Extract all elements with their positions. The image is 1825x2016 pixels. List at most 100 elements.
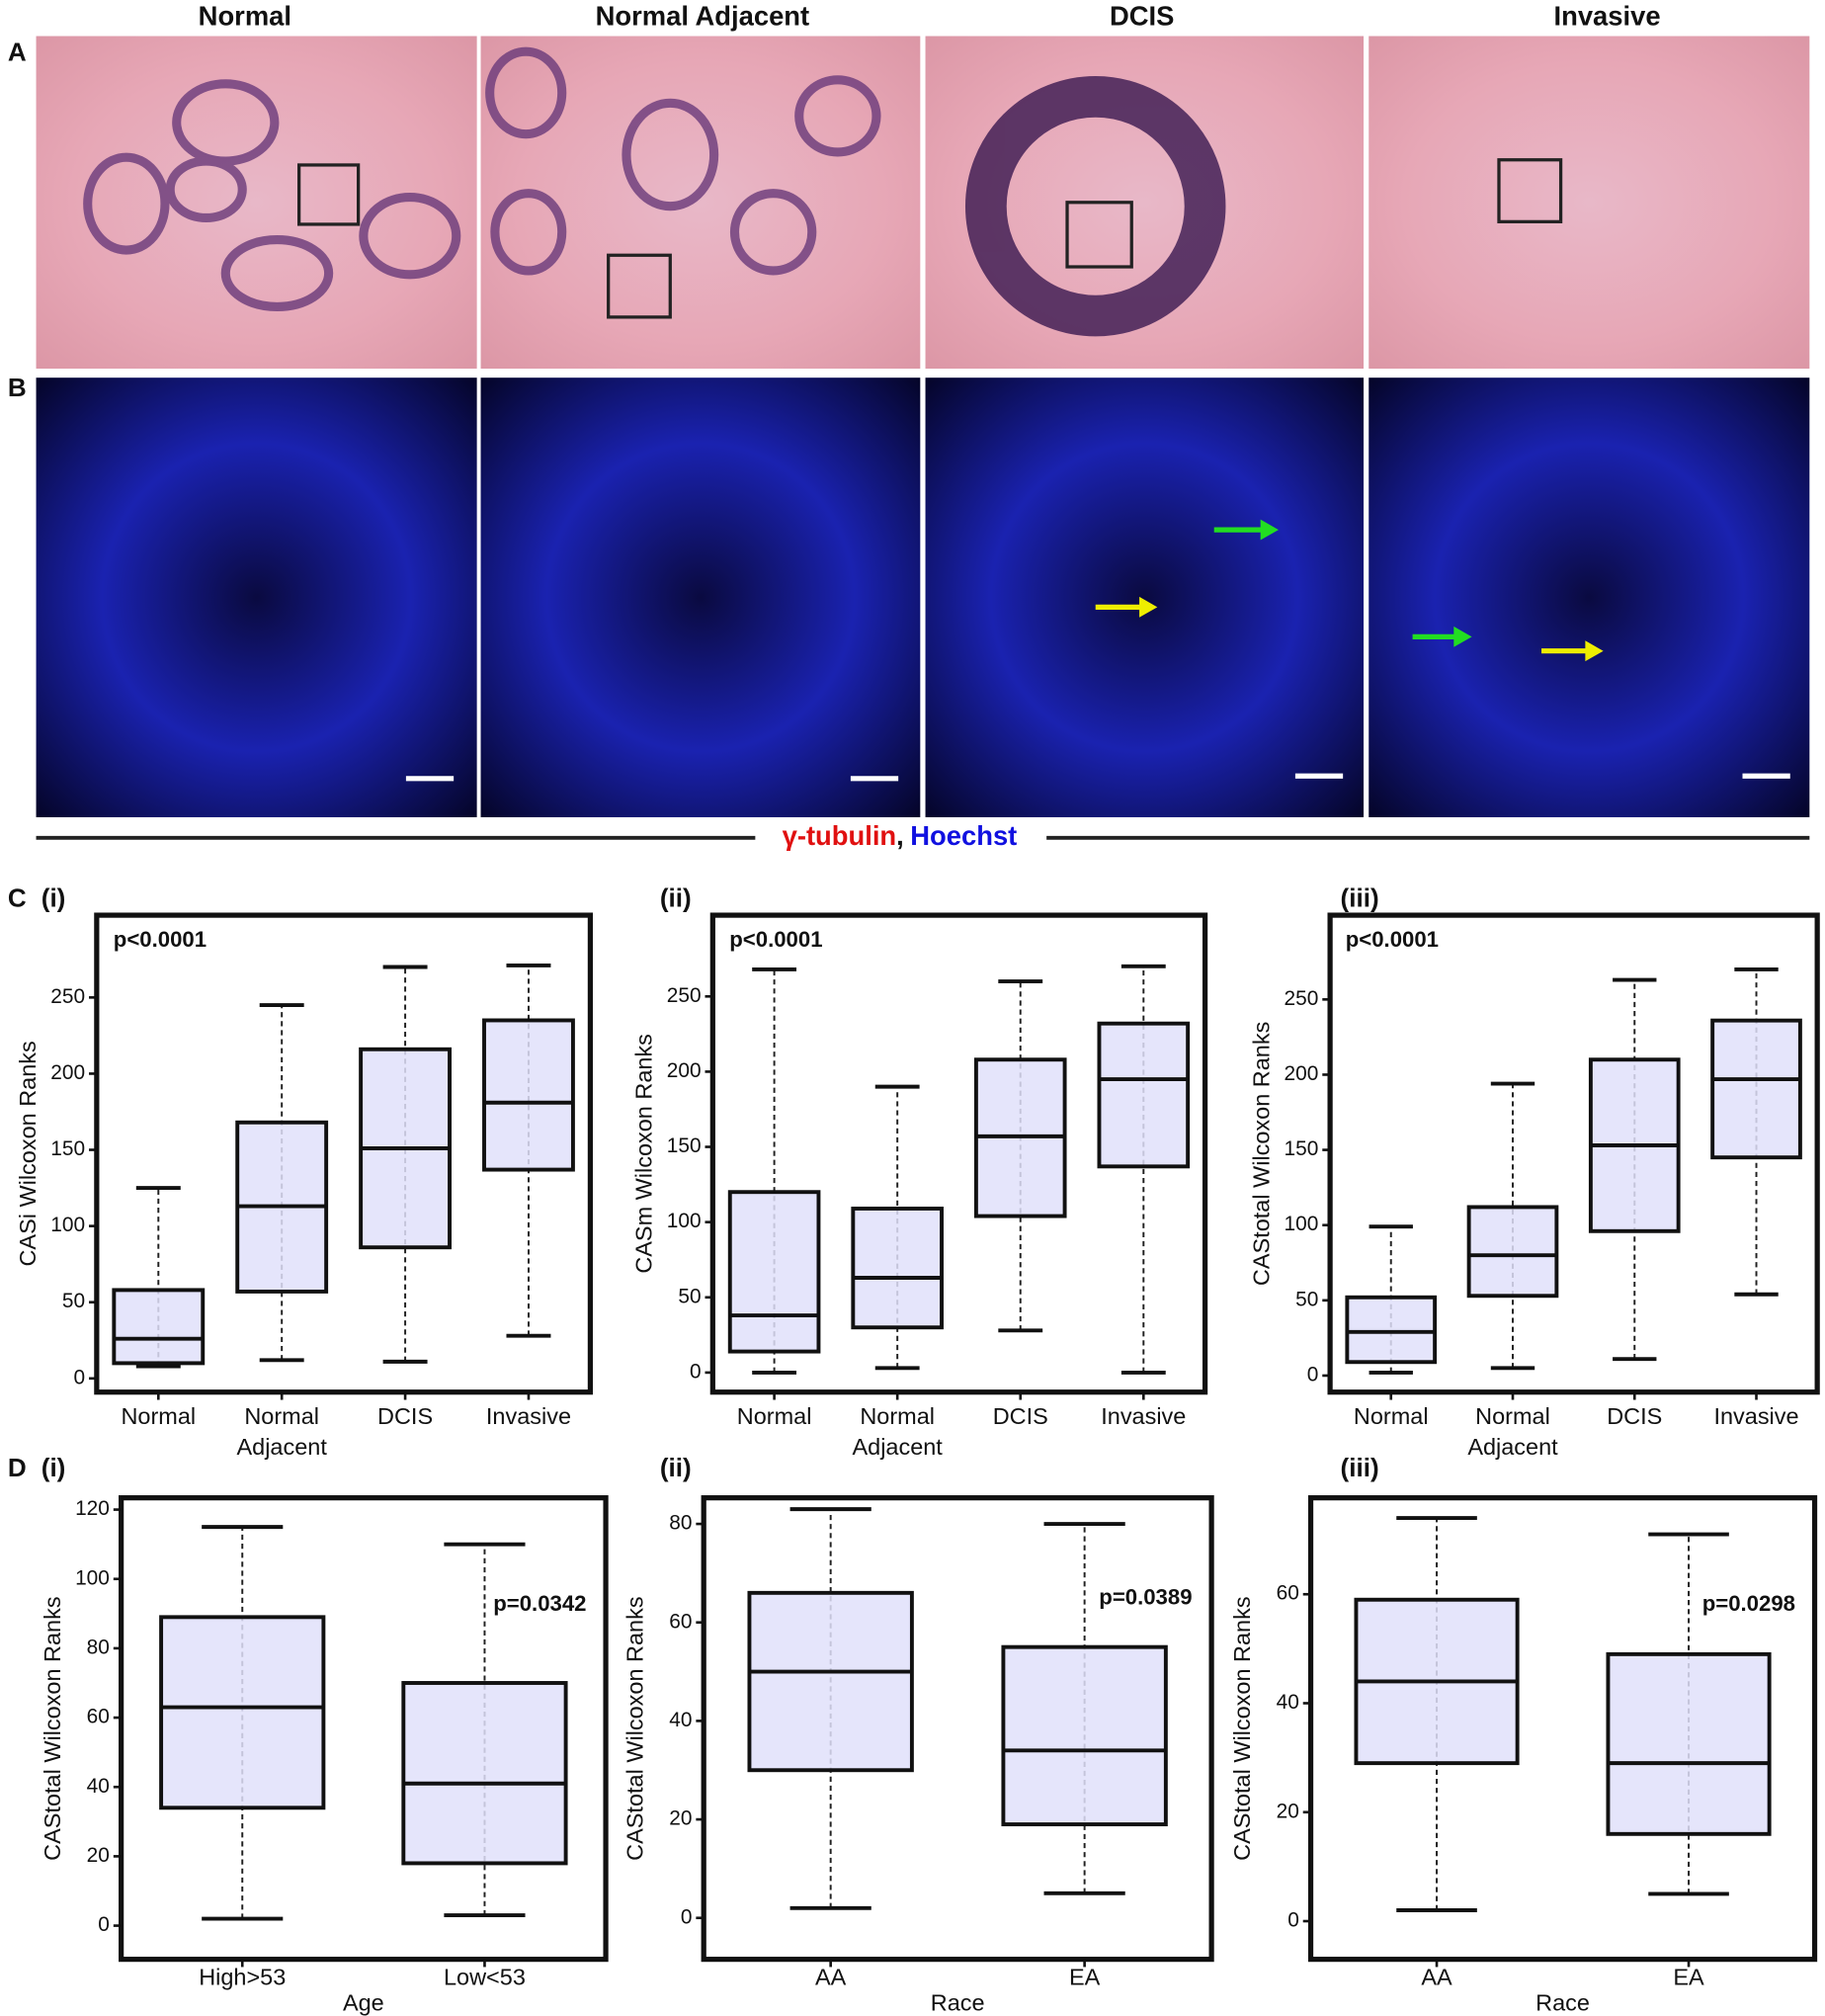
x-axis-label: Age: [343, 1989, 384, 2015]
stain-legend: γ-tubulin, Hoechst: [36, 820, 1810, 851]
y-tick-label: 20: [87, 1844, 110, 1867]
y-tick-label: 0: [1307, 1363, 1319, 1386]
chart-title: (i): [41, 1453, 66, 1482]
plot-frame: [1307, 1495, 1818, 1963]
annotation: p<0.0001: [114, 927, 207, 952]
panel-label: B: [8, 373, 27, 402]
box: [1466, 1205, 1559, 1299]
y-tick-label: 120: [75, 1497, 110, 1520]
y-tick-label: 80: [87, 1636, 110, 1658]
y-axis-label: CAStotal Wilcoxon Ranks: [1229, 1596, 1255, 1860]
x-tick-label: Invasive: [1101, 1403, 1186, 1429]
x-tick-label: EA: [1069, 1964, 1101, 1989]
box: [747, 1590, 914, 1773]
chart-title: (iii): [1341, 882, 1379, 912]
box-chart: D (i) CAStotal Wilcoxon Ranks 0 20 40 60 80 100 1…: [8, 1453, 609, 2015]
x-tick-label: High>53: [199, 1964, 286, 1989]
y-axis-label: CAStotal Wilcoxon Ranks: [40, 1596, 65, 1860]
y-tick-label: 150: [1285, 1137, 1319, 1160]
y-axis-label: CASm Wilcoxon Ranks: [631, 1034, 657, 1274]
annotation: p=0.0342: [493, 1591, 586, 1616]
box: [1345, 1295, 1438, 1365]
box: [401, 1681, 568, 1866]
y-tick-label: 100: [75, 1566, 110, 1589]
ducts: [83, 46, 1226, 337]
box-chart: (iii) CAStotal Wilcoxon Ranks 0 20 40 60 AA EA p…: [1229, 1453, 1818, 2015]
y-tick-label: 80: [669, 1512, 692, 1535]
chart-title: (ii): [660, 1453, 692, 1482]
y-tick-label: 0: [73, 1366, 85, 1388]
y-axis-label: CASi Wilcoxon Ranks: [15, 1041, 41, 1266]
column-header: Normal Adjacent: [596, 0, 810, 31]
x-tick-label: Normal Adjacent: [1467, 1403, 1558, 1460]
y-tick-label: 60: [1277, 1582, 1299, 1605]
y-tick-label: 0: [1287, 1909, 1299, 1932]
annotation: p=0.0298: [1702, 1591, 1795, 1616]
chart-title: (iii): [1341, 1453, 1379, 1482]
x-tick-label: AA: [815, 1964, 847, 1989]
y-tick-label: 60: [669, 1610, 692, 1633]
box: [1001, 1644, 1168, 1827]
y-tick-label: 0: [98, 1913, 110, 1936]
box: [1097, 1021, 1191, 1169]
inset-boxes: [297, 158, 1563, 319]
fluorescence-images: [36, 378, 1810, 817]
x-tick-label: DCIS: [377, 1403, 433, 1429]
y-tick-label: 150: [50, 1137, 85, 1160]
x-tick-label: Normal Adjacent: [853, 1403, 944, 1460]
plot-frame: [119, 1495, 609, 1963]
y-tick-label: 150: [667, 1134, 702, 1157]
y-tick-label: 40: [669, 1709, 692, 1731]
x-tick-label: DCIS: [993, 1403, 1048, 1429]
y-tick-label: 60: [87, 1706, 110, 1728]
x-tick-label: AA: [1421, 1964, 1452, 1989]
stain-sep: ,: [896, 820, 904, 851]
x-axis-label: Race: [1535, 1989, 1590, 2015]
box-chart: (ii) CASm Wilcoxon Ranks 0 50 100 150 200 250 No…: [631, 882, 1208, 1460]
stain-red: γ-tubulin: [783, 820, 897, 851]
micrograph: [1369, 36, 1810, 370]
column-header: DCIS: [1110, 0, 1174, 31]
annotation: p<0.0001: [729, 927, 822, 952]
box: [112, 1288, 206, 1366]
y-tick-label: 100: [667, 1210, 702, 1232]
micrograph: [480, 378, 921, 817]
y-tick-label: 250: [50, 985, 85, 1008]
column-header: Normal: [199, 0, 291, 31]
plot-frame: [94, 912, 594, 1395]
y-tick-label: 200: [667, 1059, 702, 1082]
y-tick-label: 250: [1285, 987, 1319, 1010]
y-tick-label: 200: [1285, 1062, 1319, 1085]
y-tick-label: 50: [1295, 1288, 1318, 1310]
box-chart: (iii) CAStotal Wilcoxon Ranks 0 50 100 150 200…: [1248, 882, 1820, 1460]
x-tick-label: Normal: [1354, 1403, 1429, 1429]
he-images: [36, 36, 1810, 370]
x-tick-label: EA: [1673, 1964, 1704, 1989]
y-tick-label: 20: [669, 1807, 692, 1830]
x-tick-label: Low<53: [444, 1964, 526, 1989]
y-tick-label: 0: [681, 1905, 693, 1928]
plot-frame: [1327, 912, 1820, 1395]
box: [159, 1615, 326, 1810]
x-tick-label: DCIS: [1607, 1403, 1662, 1429]
x-tick-label: Normal: [737, 1403, 812, 1429]
box: [727, 1190, 821, 1354]
y-tick-label: 100: [1285, 1213, 1319, 1235]
arrows: [1095, 519, 1604, 662]
y-tick-label: 40: [87, 1775, 110, 1798]
chart-title: (ii): [660, 882, 692, 912]
plot-frame: [701, 1495, 1214, 1963]
box: [1710, 1018, 1802, 1160]
stain-blue: Hoechst: [910, 820, 1017, 851]
annotation: p=0.0389: [1099, 1584, 1192, 1609]
y-tick-label: 50: [62, 1290, 85, 1312]
annotation: p<0.0001: [1346, 927, 1439, 952]
scale-bars: [405, 773, 1790, 782]
y-tick-label: 250: [667, 984, 702, 1007]
column-header: Invasive: [1554, 0, 1661, 31]
panel-label: A: [8, 38, 27, 67]
y-axis-label: CAStotal Wilcoxon Ranks: [1248, 1022, 1274, 1286]
y-tick-label: 200: [50, 1061, 85, 1084]
y-tick-label: 0: [690, 1360, 702, 1383]
